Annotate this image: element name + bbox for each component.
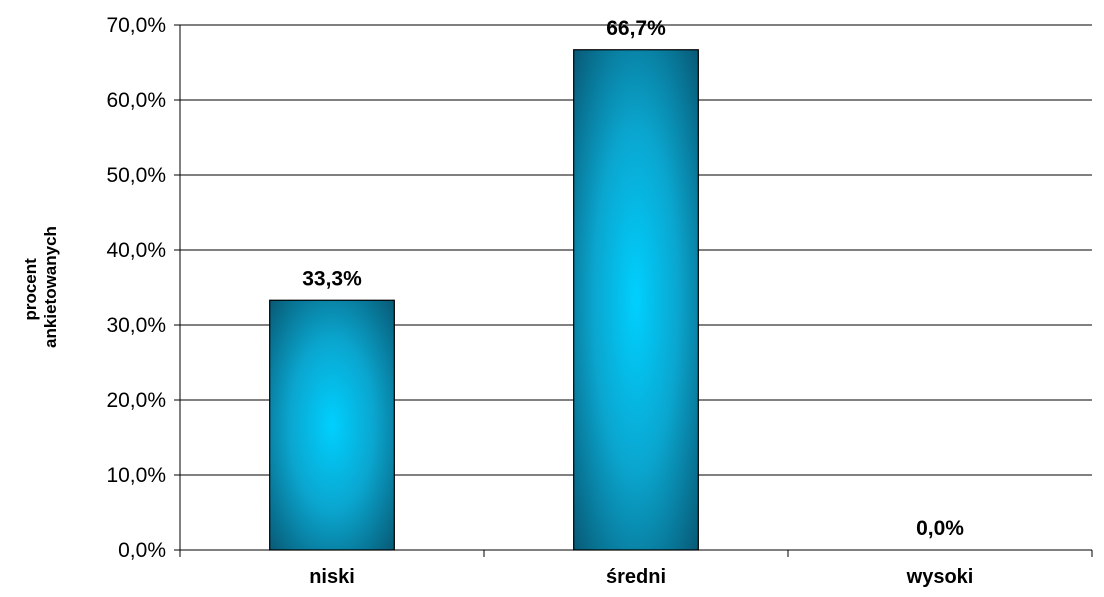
y-tick-label: 60,0% bbox=[106, 89, 166, 112]
y-axis-title: procent ankietowanych bbox=[21, 226, 60, 348]
y-axis-title-line-1: procent bbox=[21, 258, 40, 321]
bar-0 bbox=[269, 299, 395, 551]
y-tick-label: 0,0% bbox=[118, 539, 166, 562]
bar-1 bbox=[573, 49, 699, 551]
y-tick-label: 10,0% bbox=[106, 464, 166, 487]
bars bbox=[269, 49, 699, 551]
data-label: 0,0% bbox=[916, 517, 964, 540]
data-labels: 33,3% 66,7% 0,0% bbox=[302, 17, 964, 540]
y-axis-title-line-2: ankietowanych bbox=[41, 226, 60, 348]
data-label: 33,3% bbox=[302, 267, 362, 290]
y-tick-label: 20,0% bbox=[106, 389, 166, 412]
x-tick-label: wysoki bbox=[906, 566, 974, 588]
x-tick-label: niski bbox=[309, 566, 355, 588]
x-tick-label: średni bbox=[606, 566, 666, 588]
data-label: 66,7% bbox=[606, 17, 666, 40]
y-tick-label: 30,0% bbox=[106, 314, 166, 337]
y-tick-label: 70,0% bbox=[106, 14, 166, 37]
y-tick-label: 50,0% bbox=[106, 164, 166, 187]
x-axis: niski średni wysoki bbox=[179, 549, 1093, 588]
y-tick-label: 40,0% bbox=[106, 239, 166, 262]
y-axis: 0,0% 10,0% 20,0% 30,0% 40,0% 50,0% 60,0% 70,0% bbox=[106, 14, 181, 562]
